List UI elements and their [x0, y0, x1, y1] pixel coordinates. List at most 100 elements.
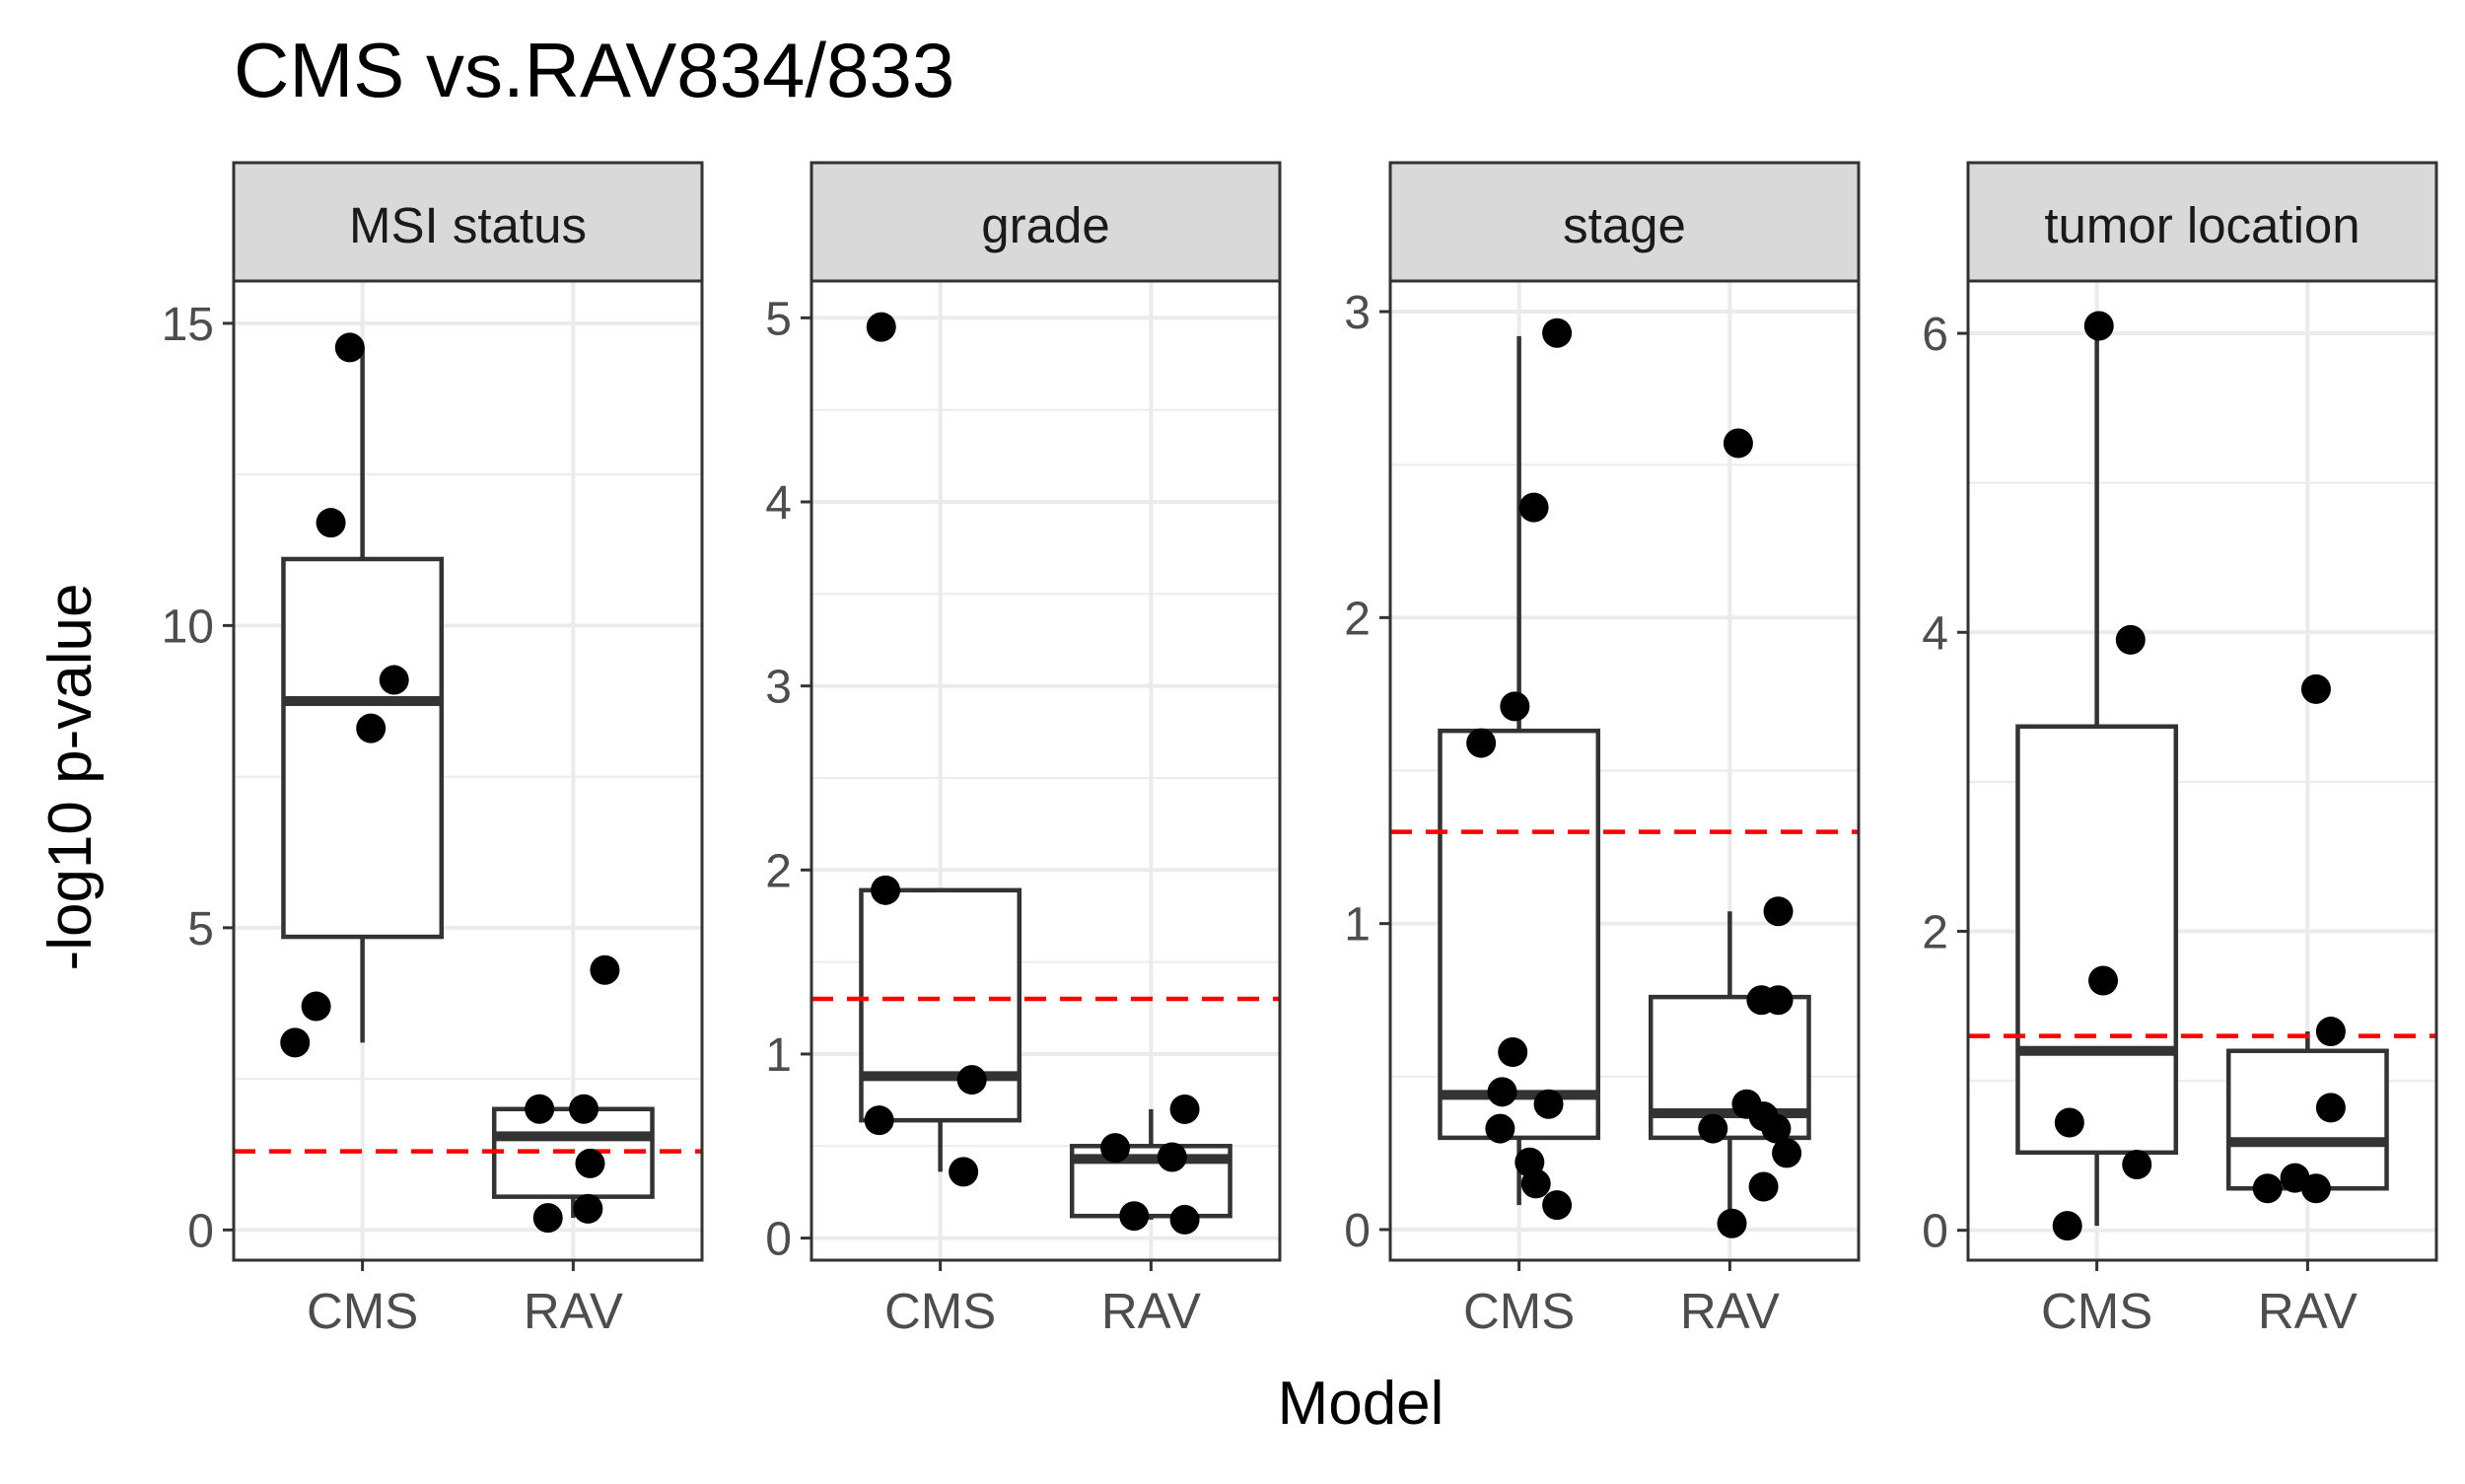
- data-point: [1717, 1208, 1747, 1238]
- data-point: [2083, 311, 2114, 341]
- data-point: [1761, 1113, 1792, 1144]
- y-tick-label: 1: [765, 1029, 792, 1082]
- y-tick-label: 2: [1922, 906, 1948, 958]
- y-tick-label: 1: [1344, 899, 1371, 952]
- y-tick-label: 0: [1344, 1205, 1371, 1257]
- y-tick-label: 5: [765, 293, 792, 345]
- y-tick-label: 10: [162, 601, 214, 653]
- data-point: [2315, 1093, 2346, 1123]
- facet-label: MSI status: [349, 197, 587, 253]
- y-tick-label: 3: [1344, 287, 1371, 339]
- data-point: [2252, 1173, 2283, 1204]
- y-tick-label: 4: [1922, 607, 1948, 660]
- y-tick-label: 0: [765, 1214, 792, 1266]
- box-iqr: [2225, 1048, 2389, 1191]
- y-tick-label: 0: [187, 1205, 214, 1257]
- box-iqr: [281, 556, 445, 940]
- data-point: [569, 1094, 599, 1124]
- x-tick-label: CMS: [1463, 1283, 1575, 1339]
- data-point: [2115, 624, 2146, 655]
- data-point: [590, 954, 620, 985]
- x-tick-label: RAV: [1101, 1283, 1201, 1339]
- data-point: [301, 991, 331, 1022]
- data-point: [1518, 492, 1549, 523]
- facet-label: grade: [981, 197, 1109, 253]
- data-point: [575, 1148, 605, 1178]
- data-point: [334, 332, 365, 363]
- data-point: [1487, 1077, 1517, 1107]
- data-point: [1533, 1089, 1564, 1119]
- data-point: [2315, 1017, 2346, 1047]
- data-point: [316, 508, 346, 538]
- data-point: [1520, 1168, 1551, 1199]
- facet-panel: stage 0 1 2 3 CMS RAV: [1344, 161, 1861, 1339]
- data-point: [871, 875, 901, 905]
- data-point: [956, 1065, 987, 1095]
- y-axis-label: -log10 p-value: [36, 584, 105, 971]
- data-point: [532, 1203, 563, 1234]
- y-tick-label: 6: [1922, 309, 1948, 361]
- data-point: [1169, 1204, 1200, 1235]
- data-point: [2300, 673, 2331, 704]
- y-tick-label: 4: [765, 477, 792, 530]
- facet-panel: grade 0 1 2 3 4 5 CMS RAV: [765, 161, 1282, 1339]
- facet-label: stage: [1563, 197, 1686, 253]
- data-point: [1763, 985, 1794, 1016]
- data-point: [866, 312, 896, 342]
- data-point: [1100, 1133, 1131, 1164]
- data-point: [356, 713, 387, 743]
- data-point: [525, 1094, 555, 1124]
- y-tick-label: 3: [765, 662, 792, 714]
- box-iqr: [1438, 728, 1601, 1141]
- data-point: [280, 1027, 311, 1058]
- facet-strip: [232, 161, 704, 283]
- data-point: [379, 665, 409, 695]
- facet-panel: tumor location 0 2 4 6 CMS RAV: [1922, 161, 2438, 1339]
- data-point: [1500, 691, 1530, 722]
- panel-border: [1388, 279, 1861, 1262]
- data-point: [1723, 428, 1753, 459]
- facet-label: tumor location: [2044, 197, 2359, 253]
- x-tick-label: RAV: [2258, 1283, 2358, 1339]
- data-point: [2300, 1173, 2331, 1204]
- y-tick-label: 5: [187, 903, 214, 955]
- data-point: [1119, 1201, 1150, 1232]
- x-tick-label: CMS: [2041, 1283, 2152, 1339]
- y-tick-label: 0: [1922, 1206, 1948, 1258]
- data-point: [949, 1157, 979, 1187]
- data-point: [1542, 318, 1573, 348]
- x-axis-label: Model: [1278, 1370, 1444, 1438]
- data-point: [1485, 1113, 1515, 1144]
- panel-border: [1966, 279, 2438, 1262]
- box-iqr: [859, 887, 1022, 1123]
- x-tick-label: CMS: [307, 1283, 418, 1339]
- x-tick-label: RAV: [524, 1283, 623, 1339]
- y-tick-label: 2: [1344, 593, 1371, 645]
- data-point: [1698, 1113, 1728, 1144]
- data-point: [1498, 1036, 1528, 1067]
- y-tick-label: 2: [765, 845, 792, 897]
- facet-strip: [1388, 161, 1861, 283]
- data-point: [1466, 728, 1497, 758]
- data-point: [573, 1193, 603, 1224]
- data-point: [1542, 1190, 1573, 1221]
- data-point: [2052, 1211, 2082, 1241]
- x-tick-label: CMS: [884, 1283, 996, 1339]
- data-point: [1157, 1142, 1187, 1172]
- x-tick-label: RAV: [1680, 1283, 1780, 1339]
- y-tick-label: 15: [162, 299, 214, 351]
- chart-title: CMS vs.RAV834/833: [234, 27, 954, 113]
- panel-border: [232, 279, 704, 1262]
- data-point: [1169, 1094, 1200, 1124]
- data-point: [2122, 1149, 2152, 1179]
- data-point: [1772, 1138, 1802, 1168]
- data-point: [1763, 896, 1794, 927]
- data-point: [2088, 965, 2119, 996]
- panel-border: [810, 279, 1282, 1262]
- data-point: [2054, 1107, 2084, 1138]
- data-point: [864, 1105, 894, 1136]
- data-point: [1748, 1171, 1779, 1202]
- box-iqr: [2015, 724, 2179, 1156]
